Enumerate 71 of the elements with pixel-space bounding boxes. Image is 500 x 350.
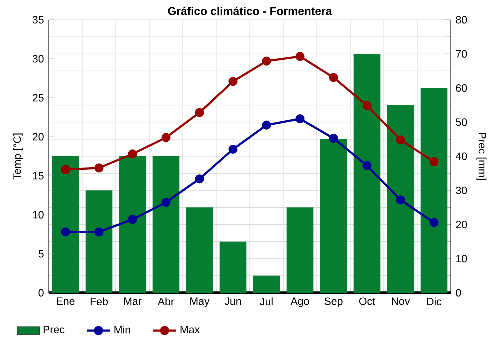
point — [195, 174, 204, 184]
y-tick-label: 5 — [38, 250, 44, 258]
legend-label: Max — [180, 326, 200, 334]
point — [228, 144, 238, 154]
point — [430, 157, 439, 166]
bar — [86, 190, 113, 293]
point — [195, 108, 204, 118]
point — [362, 101, 372, 110]
x-tick-label: Jul — [260, 298, 273, 306]
chart-title: Gráfico climático - Formentera — [168, 6, 332, 16]
point — [396, 136, 406, 145]
bar — [220, 242, 247, 293]
point — [94, 164, 104, 173]
x-tick-label: Ago — [290, 298, 310, 308]
y2-tick-label: 20 — [456, 220, 468, 229]
point — [329, 134, 338, 144]
point — [162, 133, 171, 142]
y2-tick-label: 40 — [456, 152, 468, 160]
y-tick-label: 25 — [32, 94, 44, 102]
y-tick-label: 15 — [33, 172, 44, 180]
y-axis-title: Temp [°C] — [13, 134, 24, 180]
bar — [253, 276, 280, 293]
point — [396, 196, 406, 205]
y-tick-label: 35 — [32, 16, 44, 24]
x-tick-label: Ene — [57, 298, 75, 306]
point — [430, 218, 439, 228]
y2-axis-title: Prec [mm] — [476, 133, 487, 180]
point — [296, 114, 305, 124]
bar — [320, 139, 348, 293]
y-tick-label: 10 — [33, 211, 44, 219]
x-tick-label: Mar — [124, 298, 142, 306]
legend-label: Min — [114, 326, 130, 334]
point — [61, 165, 70, 174]
bar — [387, 105, 414, 293]
y2-tick-label: 70 — [456, 50, 468, 58]
bar — [420, 88, 448, 293]
point — [262, 56, 272, 66]
y-tick-label: 0 — [38, 289, 44, 297]
bar — [286, 208, 314, 293]
x-tick-label: Jun — [224, 298, 242, 306]
y2-tick-label: 50 — [456, 118, 468, 126]
y-tick-label: 30 — [32, 55, 44, 63]
point — [228, 77, 238, 86]
point — [128, 150, 138, 159]
y2-tick-label: 80 — [456, 16, 468, 24]
x-tick-label: May — [190, 298, 210, 308]
y2-tick-label: 60 — [456, 84, 468, 92]
bar — [186, 208, 214, 293]
y-tick-label: 20 — [32, 133, 44, 141]
x-tick-label: Abr — [158, 298, 174, 306]
bar — [152, 156, 180, 293]
point — [94, 228, 104, 237]
y2-tick-label: 30 — [456, 186, 468, 194]
bar — [354, 54, 381, 293]
x-tick-label: Oct — [359, 298, 376, 306]
bar — [119, 156, 146, 293]
point — [329, 73, 338, 82]
x-tick-label: Dic — [427, 298, 442, 306]
y2-tick-label: 0 — [456, 289, 462, 297]
point — [61, 228, 70, 237]
x-tick-label: Sep — [324, 298, 343, 308]
point — [362, 161, 372, 170]
bar — [52, 156, 80, 293]
x-tick-label: Nov — [392, 298, 410, 306]
point — [128, 215, 138, 224]
point — [262, 120, 272, 130]
legend-label: Prec — [44, 326, 65, 334]
y2-tick-label: 10 — [456, 255, 468, 263]
x-tick-label: Feb — [90, 298, 108, 306]
point — [162, 198, 171, 208]
point — [296, 52, 305, 62]
